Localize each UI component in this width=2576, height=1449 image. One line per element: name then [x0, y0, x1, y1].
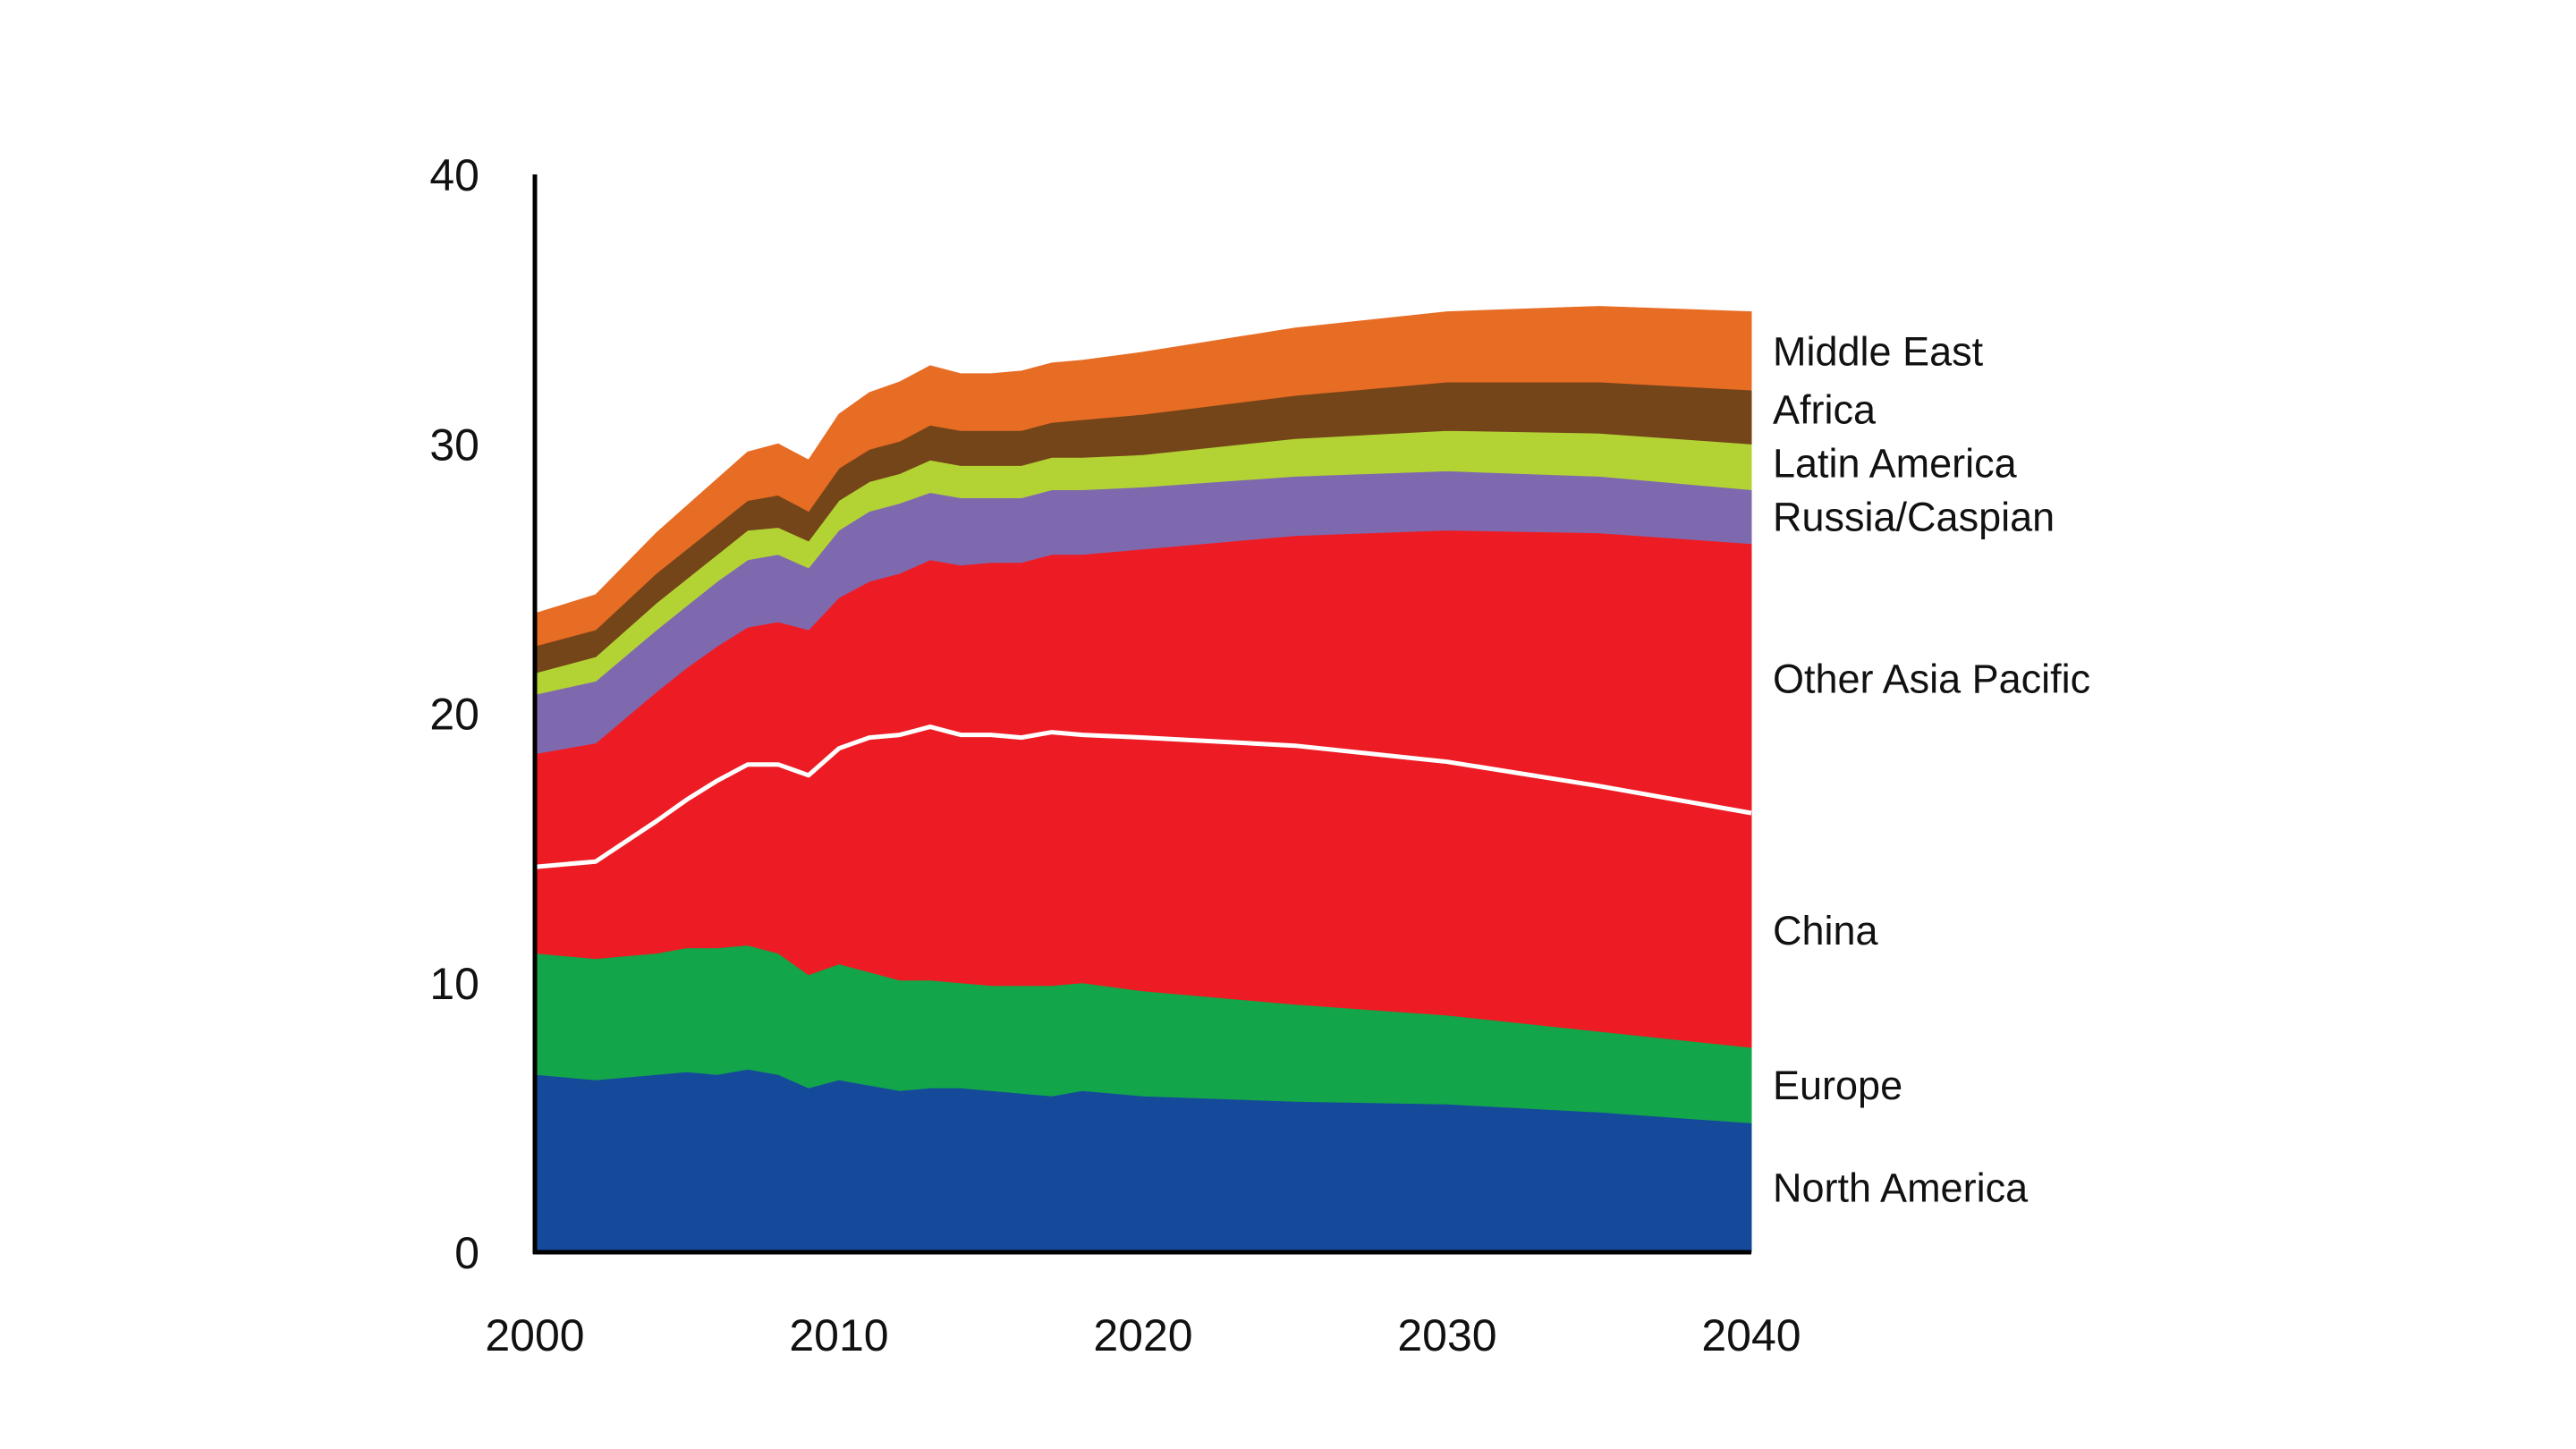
y-tick-label: 10 — [429, 959, 479, 1009]
y-tick-label: 0 — [454, 1228, 479, 1278]
series-areas — [534, 306, 1752, 1253]
x-tick-label: 2000 — [485, 1310, 584, 1360]
series-label-middle-east: Middle East — [1773, 328, 1984, 374]
x-tick-label: 2020 — [1093, 1310, 1192, 1360]
series-label-latin-america: Latin America — [1773, 441, 2018, 487]
series-label-russia-caspian: Russia/Caspian — [1773, 495, 2055, 540]
y-tick-label: 40 — [429, 150, 479, 200]
series-label-europe: Europe — [1773, 1063, 1902, 1108]
x-tick-label: 2040 — [1701, 1310, 1801, 1360]
china-divider-line — [534, 724, 1752, 869]
y-tick-label: 20 — [429, 690, 479, 740]
series-label-china: China — [1773, 908, 1879, 953]
series-label-africa: Africa — [1773, 387, 1877, 433]
y-tick-label: 30 — [429, 419, 479, 470]
series-label-north-america: North America — [1773, 1165, 2029, 1211]
x-tick-label: 2030 — [1397, 1310, 1496, 1360]
x-tick-label: 2010 — [789, 1310, 888, 1360]
area-middle-east — [534, 306, 1752, 647]
series-label-other-asia-pacific: Other Asia Pacific — [1773, 656, 2090, 701]
